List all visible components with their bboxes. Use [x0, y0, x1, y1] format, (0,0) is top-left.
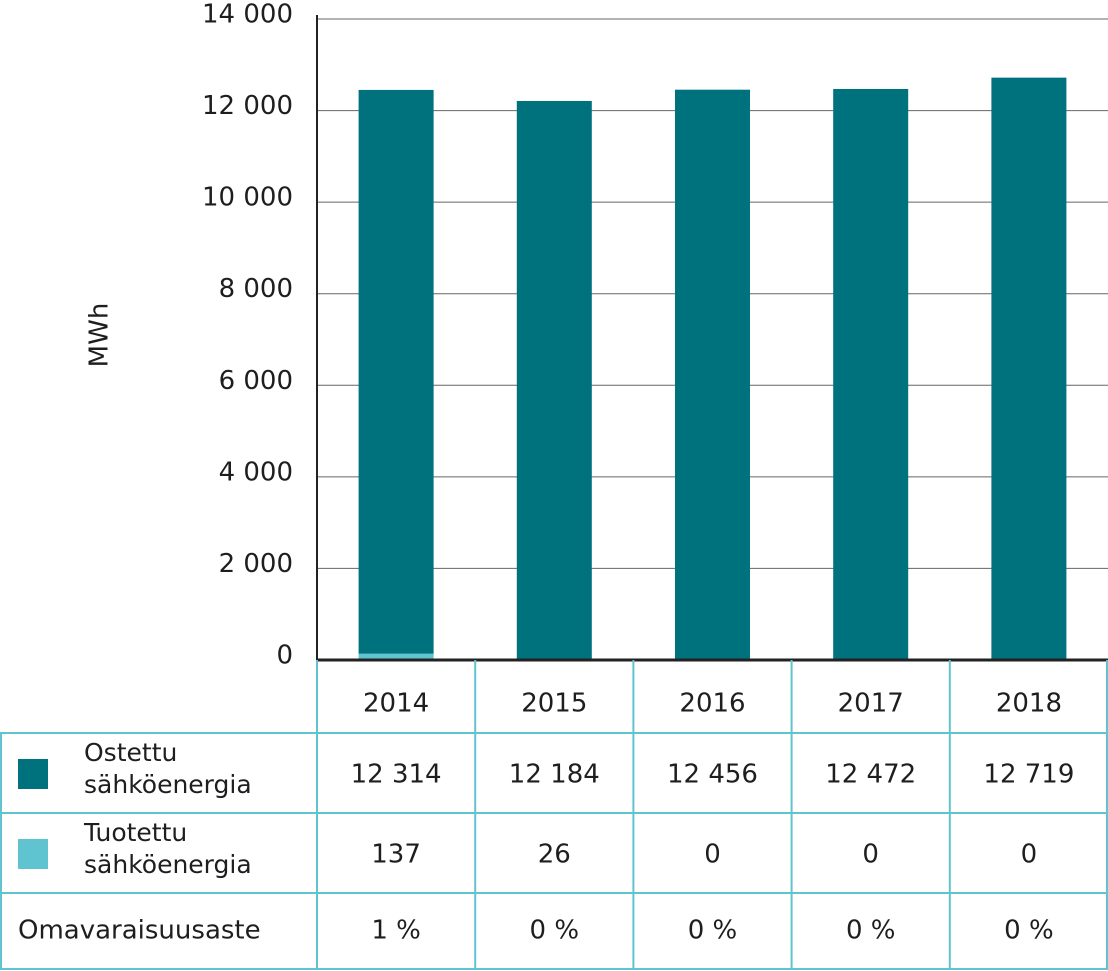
y-tick-label: 4 000 [219, 457, 293, 487]
table-value: 12 314 [351, 760, 442, 790]
legend-swatch [18, 839, 48, 869]
bar-segment [833, 88, 909, 660]
y-tick-label: 0 [276, 641, 293, 671]
table-value: 0 [862, 840, 879, 870]
x-tick-label: 2014 [363, 689, 429, 719]
x-tick-label: 2018 [996, 689, 1062, 719]
table-value: 0 % [530, 916, 580, 946]
table-value: 12 184 [509, 760, 600, 790]
bar-segment [675, 89, 750, 661]
table-value: 0 [1021, 840, 1038, 870]
table-value: 1 % [371, 916, 421, 946]
y-tick-label: 14 000 [202, 0, 293, 30]
legend-label: Tuotettu sähköenergia [84, 818, 252, 879]
table-value: 12 472 [825, 760, 916, 790]
bar-segment [516, 100, 592, 659]
table-value: 137 [371, 840, 421, 870]
y-tick-label: 6 000 [219, 366, 293, 396]
bar-segment [358, 653, 434, 660]
legend-swatch [18, 759, 48, 789]
table-value: 0 % [688, 916, 738, 946]
y-tick-label: 12 000 [202, 91, 293, 121]
table-value: 0 % [1004, 916, 1054, 946]
y-tick-label: 8 000 [219, 274, 293, 304]
x-tick-label: 2016 [679, 689, 745, 719]
y-axis-label: MWh [85, 303, 115, 368]
y-tick-label: 2 000 [219, 549, 293, 579]
bar-segment [991, 77, 1067, 661]
table-value: 12 719 [983, 760, 1074, 790]
row-label: Omavaraisuusaste [18, 916, 261, 946]
y-tick-label: 10 000 [202, 183, 293, 213]
table-value: 0 [704, 840, 721, 870]
bar-segment [358, 89, 434, 654]
table-value: 26 [538, 840, 571, 870]
table-value: 12 456 [667, 760, 758, 790]
table-value: 0 % [846, 916, 896, 946]
legend-label: Ostettu sähköenergia [84, 738, 252, 799]
x-tick-label: 2015 [521, 689, 587, 719]
x-tick-label: 2017 [838, 689, 904, 719]
